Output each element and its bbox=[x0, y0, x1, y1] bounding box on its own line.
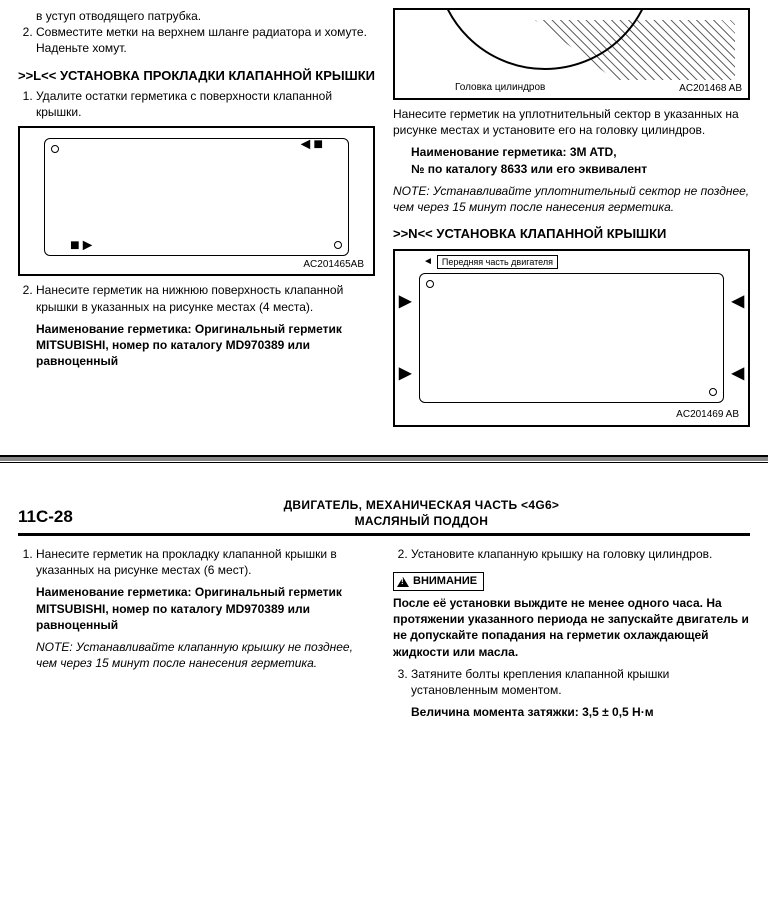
valve-cover-outline-2 bbox=[419, 273, 724, 403]
sealant-arrow-icon: ◀ bbox=[732, 291, 744, 313]
caution-label: ВНИМАНИЕ bbox=[413, 574, 477, 589]
front-label-text: Передняя часть двигателя bbox=[437, 255, 558, 269]
sealant-arrow-icon: ◀ bbox=[732, 363, 744, 385]
lower-steps-left: Нанесите герметик на прокладку клапанной… bbox=[18, 546, 375, 578]
page-lower: 11C-28 ДВИГАТЕЛЬ, МЕХАНИЧЕСКАЯ ЧАСТЬ <4G… bbox=[0, 463, 768, 733]
lower-step-2: Установите клапанную крышку на головку ц… bbox=[411, 546, 750, 562]
l-step-2: Нанесите герметик на нижнюю поверхность … bbox=[36, 282, 375, 314]
two-column-layout: в уступ отводящего патрубка. Совместите … bbox=[18, 8, 750, 433]
page-break bbox=[0, 455, 768, 463]
lower-steps-right-3: Затяните болты крепления клапанной крышк… bbox=[393, 666, 750, 698]
lower-right-column: Установите клапанную крышку на головку ц… bbox=[393, 546, 750, 720]
sealant-arrow-icon: ▶ bbox=[399, 291, 411, 313]
lower-note: NOTE: Устанавливайте клапанную крышку не… bbox=[18, 639, 375, 671]
caution-body: После её установки выждите не менее одно… bbox=[393, 595, 750, 660]
arrow-left-icon: ◄ bbox=[423, 255, 433, 269]
lower-sealant-spec: Наименование герметика: Оригинальный гер… bbox=[18, 584, 375, 633]
left-column: в уступ отводящего патрубка. Совместите … bbox=[18, 8, 375, 433]
header-rule bbox=[18, 533, 750, 536]
section-l-steps: Удалите остатки герметика с поверхности … bbox=[18, 88, 375, 120]
section-title-block: ДВИГАТЕЛЬ, МЕХАНИЧЕСКАЯ ЧАСТЬ <4G6> МАСЛ… bbox=[93, 497, 750, 529]
sealant-arrow-icon: ▶ bbox=[399, 363, 411, 385]
intro-step-2: Совместите метки на верхнем шланге радиа… bbox=[36, 24, 375, 56]
figure-cylinder-head: Головка цилиндров AC201468 AB bbox=[393, 8, 750, 100]
right-para-1: Нанесите герметик на уплотнительный сект… bbox=[393, 106, 750, 138]
section-l-heading: >>L<< УСТАНОВКА ПРОКЛАДКИ КЛАПАННОЙ КРЫШ… bbox=[18, 67, 375, 85]
figure-valve-cover-1: ◄■ ■► AC201465AB bbox=[18, 126, 375, 276]
note-sealant-sector: NOTE: Устанавливайте уплотнительный сект… bbox=[393, 183, 750, 215]
lower-step-3: Затяните болты крепления клапанной крышк… bbox=[411, 666, 750, 698]
section-n-title: УСТАНОВКА КЛАПАННОЙ КРЫШКИ bbox=[436, 226, 666, 241]
section-l-marker: >>L<< bbox=[18, 68, 56, 83]
lower-step-1: Нанесите герметик на прокладку клапанной… bbox=[36, 546, 375, 578]
section-n-heading: >>N<< УСТАНОВКА КЛАПАННОЙ КРЫШКИ bbox=[393, 225, 750, 243]
page-number: 11C-28 bbox=[18, 506, 73, 529]
figure-valve-cover-2: ◄ Передняя часть двигателя ▶ ▶ ◀ ◀ AC201… bbox=[393, 249, 750, 427]
caution-badge: ВНИМАНИЕ bbox=[393, 572, 484, 591]
lower-two-column: Нанесите герметик на прокладку клапанной… bbox=[18, 546, 750, 720]
figure-head-caption: Головка цилиндров bbox=[455, 81, 545, 95]
lower-steps-right: Установите клапанную крышку на головку ц… bbox=[393, 546, 750, 562]
figure-code: AC201465AB bbox=[300, 258, 367, 272]
sealant-spec-r2: № по каталогу 8633 или его эквивалент bbox=[393, 161, 750, 177]
figure-front-label: ◄ Передняя часть двигателя bbox=[423, 255, 558, 269]
torque-spec: Величина момента затяжки: 3,5 ± 0,5 Н·м bbox=[393, 704, 750, 720]
section-n-marker: >>N<< bbox=[393, 226, 433, 241]
sealant-spec-r1: Наименование герметика: 3M ATD, bbox=[393, 144, 750, 160]
section-title-line2: МАСЛЯНЫЙ ПОДДОН bbox=[93, 513, 750, 529]
figure-code-2: AC201469 AB bbox=[673, 408, 742, 422]
l-step-1: Удалите остатки герметика с поверхности … bbox=[36, 88, 375, 120]
sealant-spec-l: Наименование герметика: Оригинальный гер… bbox=[18, 321, 375, 370]
section-l-steps-2: Нанесите герметик на нижнюю поверхность … bbox=[18, 282, 375, 314]
page-upper: в уступ отводящего патрубка. Совместите … bbox=[0, 0, 768, 445]
lower-left-column: Нанесите герметик на прокладку клапанной… bbox=[18, 546, 375, 720]
valve-cover-outline bbox=[44, 138, 349, 256]
intro-tail: в уступ отводящего патрубка. bbox=[18, 8, 375, 24]
intro-steps: Совместите метки на верхнем шланге радиа… bbox=[18, 24, 375, 56]
section-title-line1: ДВИГАТЕЛЬ, МЕХАНИЧЕСКАЯ ЧАСТЬ <4G6> bbox=[93, 497, 750, 513]
figure-head-code: AC201468 AB bbox=[679, 82, 742, 96]
section-l-title: УСТАНОВКА ПРОКЛАДКИ КЛАПАННОЙ КРЫШКИ bbox=[60, 68, 375, 83]
right-column: Головка цилиндров AC201468 AB Нанесите г… bbox=[393, 8, 750, 433]
warning-triangle-icon bbox=[397, 577, 409, 587]
section-header: 11C-28 ДВИГАТЕЛЬ, МЕХАНИЧЕСКАЯ ЧАСТЬ <4G… bbox=[18, 497, 750, 529]
